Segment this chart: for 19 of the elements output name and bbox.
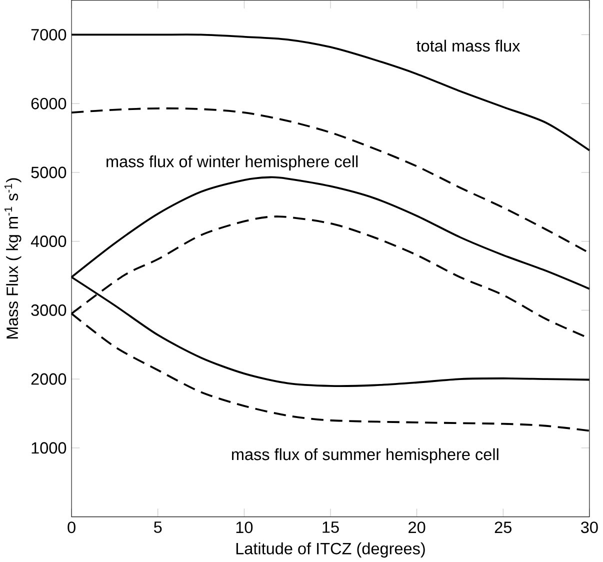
x-tick-label: 30	[581, 522, 598, 534]
annotation: total mass flux	[416, 40, 520, 52]
x-tick-label: 15	[322, 522, 339, 533]
x-tick-label: 20	[408, 522, 426, 534]
y-axis-title: Mass Flux ( kg m$^{-1}$ s$^{-1}$)	[4, 178, 22, 338]
x-tick-label: 10	[236, 522, 253, 534]
y-tick-label: 4000	[30, 236, 66, 248]
x-tick-label: 5	[154, 522, 162, 533]
y-tick-label: 3000	[31, 304, 66, 316]
y-tick-label: 6000	[31, 98, 66, 110]
annotation: mass flux of winter hemisphere cell	[106, 155, 358, 171]
x-axis-title: Latitude of ITCZ (degrees)	[236, 542, 425, 558]
x-tick-label: 25	[494, 522, 512, 534]
x-tick-label: 0	[68, 522, 76, 534]
annotation: mass flux of summer hemisphere cell	[232, 448, 498, 464]
y-tick-label: 7000	[31, 28, 66, 40]
y-tick-label: 1000	[32, 442, 66, 454]
y-tick-label: 5000	[31, 166, 66, 178]
y-tick-label: 2000	[31, 373, 66, 385]
